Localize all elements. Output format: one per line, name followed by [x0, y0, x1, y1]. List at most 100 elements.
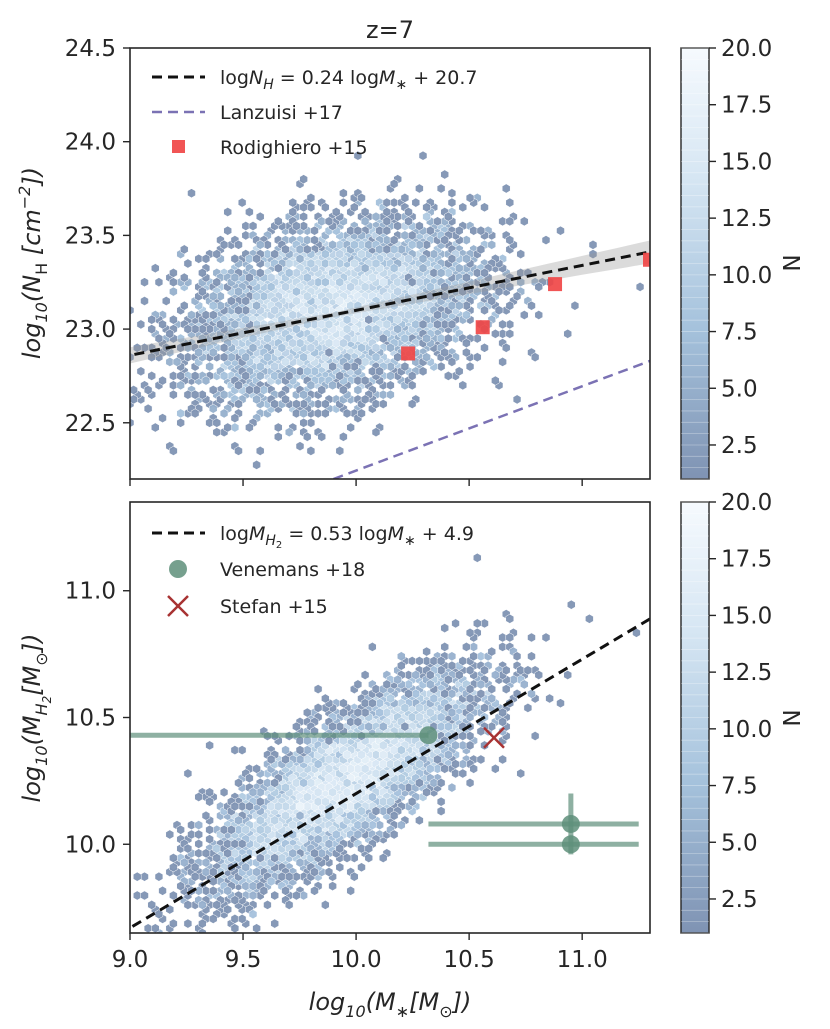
hexbin-cell: [360, 357, 370, 367]
hexbin-cell: [458, 759, 468, 769]
hexbin-cell: [321, 693, 330, 704]
hexbin-cell: [458, 656, 468, 666]
hexbin-cell: [422, 211, 431, 222]
hexbin-cell: [346, 801, 355, 812]
hexbin-cell: [252, 291, 261, 302]
hexbin-cell: [516, 249, 525, 259]
hexbin-cell: [130, 305, 135, 316]
hexbin-cell: [465, 712, 475, 723]
stefan-point: [483, 726, 505, 749]
hexbin-cell: [404, 782, 413, 793]
hexbin-cell: [342, 787, 352, 798]
hexbin-cell: [169, 286, 178, 297]
hexbin-cell: [397, 651, 406, 662]
hexbin-cell: [407, 277, 417, 288]
hexbin-cell: [339, 698, 348, 709]
hexbin-cell: [154, 277, 164, 288]
hexbin-cell: [357, 843, 366, 854]
hexbin-cell: [270, 371, 279, 381]
hexbin-cell: [292, 399, 301, 409]
hexbin-cell: [187, 829, 196, 840]
hexbin-cell: [313, 399, 323, 409]
hexbin-cell: [245, 422, 254, 433]
rodighiero-point: [475, 320, 490, 335]
hexbin-cell: [422, 787, 431, 798]
hexbin-cell: [498, 328, 507, 339]
hexbin-cell: [303, 235, 312, 245]
hexbin-cell: [415, 221, 424, 231]
hexbin-cell: [241, 824, 250, 835]
hexbin-cell: [422, 333, 431, 344]
hexbin-cell: [368, 366, 377, 377]
hexbin-cell: [462, 347, 471, 358]
hexbin-cell: [151, 263, 160, 274]
legend-rodighiero-swatch: [172, 140, 185, 153]
hexbin-cell: [342, 853, 352, 863]
hexbin-cell: [465, 193, 475, 203]
hexbin-cell: [371, 399, 381, 409]
hexbin-cell: [585, 613, 594, 624]
hexbin-cell: [364, 843, 373, 854]
hexbin-cell: [473, 286, 482, 297]
hexbin-cell: [436, 361, 446, 372]
hexbin-cell: [288, 848, 298, 859]
hexbin-cell: [288, 820, 298, 830]
hexbin-cell: [346, 717, 355, 727]
hexbin-cell: [230, 413, 240, 423]
hexbin-cell: [292, 408, 301, 419]
hexbin-cell: [205, 824, 214, 835]
hexbin-cell: [378, 749, 388, 760]
hexbin-cell: [212, 277, 222, 288]
hexbin-cell: [350, 853, 359, 863]
hexbin-cell: [465, 693, 475, 704]
figure-title: z=7: [366, 16, 414, 44]
hexbin-cell: [306, 417, 316, 428]
hexbin-cell: [512, 394, 522, 405]
hexbin-cell: [498, 319, 507, 330]
hexbin-cell: [422, 352, 431, 363]
hexbin-cell: [364, 721, 373, 732]
top-colorbar: [680, 47, 710, 480]
hexbin-cell: [335, 843, 345, 854]
hexbin-cell: [447, 651, 457, 662]
hexbin-cell: [147, 314, 156, 325]
hexbin-cell: [418, 253, 428, 264]
hexbin-cell: [183, 768, 193, 779]
hexbin-cell: [342, 749, 352, 760]
hexbin-cell: [208, 867, 218, 877]
hexbin-cell: [299, 211, 308, 222]
hexbin-cell: [295, 441, 305, 452]
hexbin-cell: [404, 253, 413, 264]
hexbin-cell: [404, 216, 413, 227]
hexbin-cell: [230, 848, 240, 859]
y-tick-label: 11.0: [65, 579, 116, 605]
hexbin-cell: [480, 618, 489, 629]
hexbin-cell: [360, 263, 370, 274]
hexbin-cell: [350, 361, 359, 372]
hexbin-cell: [172, 357, 182, 367]
hexbin-cell: [194, 820, 203, 830]
hexbin-cell: [436, 796, 446, 807]
hexbin-cell: [386, 759, 395, 769]
hexbin-cell: [375, 820, 384, 830]
colorbar-tick-label: 12.5: [721, 660, 772, 686]
hexbin-cell: [183, 900, 193, 910]
hexbin-cell: [422, 239, 431, 250]
hexbin-cell: [389, 197, 399, 208]
hexbin-cell: [447, 688, 457, 699]
hexbin-cell: [378, 305, 388, 316]
hexbin-cell: [248, 221, 258, 231]
hexbin-cell: [480, 703, 489, 713]
hexbin-cell: [465, 627, 475, 638]
rodighiero-point: [548, 277, 563, 292]
hexbin-cell: [371, 352, 381, 363]
hexbin-cell: [378, 333, 388, 344]
hexbin-cell: [292, 268, 301, 278]
hexbin-cell: [433, 763, 442, 774]
hexbin-cell: [143, 403, 153, 414]
hexbin-cell: [386, 361, 395, 372]
hexbin-cell: [158, 885, 167, 896]
hexbin-cell: [346, 763, 355, 774]
hexbin-cell: [407, 712, 417, 723]
hexbin-cell: [335, 446, 345, 456]
